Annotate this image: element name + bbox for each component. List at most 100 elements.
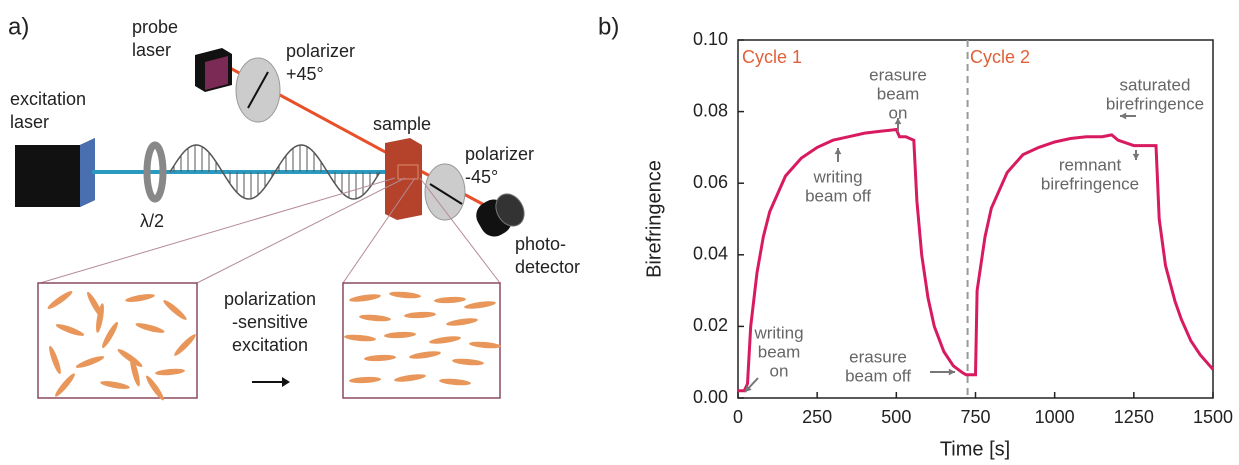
detector-lens [495, 193, 525, 227]
rod [464, 301, 496, 309]
annotation: on [889, 103, 908, 122]
sample-spot [397, 164, 419, 180]
rod [100, 381, 130, 389]
setup-labels: a) probe laser polarizer +45° excitation laser… [8, 13, 580, 354]
y-tick-label: 0.04 [693, 244, 728, 264]
rod [117, 349, 143, 367]
annotation-arrow-head [948, 368, 955, 376]
y-tick-label: 0.00 [693, 387, 728, 407]
rod [75, 356, 105, 368]
data-line [738, 127, 1215, 393]
annotation: beam off [845, 366, 911, 385]
annotation: writing [753, 323, 803, 342]
y-tick-label: 0.08 [693, 100, 728, 120]
setup-label: excitation [10, 89, 86, 109]
rod [155, 368, 185, 376]
setup-label: laser [132, 40, 171, 60]
inset-random [37, 282, 198, 399]
inset-link [342, 177, 416, 284]
cycle-label: Cycle 1 [742, 47, 802, 67]
setup-label: laser [10, 112, 49, 132]
x-tick-label: 1000 [1035, 407, 1075, 427]
inset-link [196, 177, 406, 284]
rod [394, 374, 426, 382]
rod [55, 324, 85, 336]
rod [359, 314, 391, 322]
setup-label: polarizer [286, 41, 355, 61]
excitation-laser-box [15, 138, 95, 207]
rod [429, 336, 461, 344]
rod [409, 351, 441, 359]
rod [439, 378, 471, 386]
annotation-arrow-head [1120, 112, 1127, 120]
polarizer-axis [429, 183, 463, 205]
rod [404, 311, 436, 319]
inset-link [39, 177, 396, 284]
annotation-arrow-head [745, 385, 752, 392]
setup-label: -45° [465, 167, 498, 187]
rod [55, 373, 75, 397]
setup-label: +45° [286, 64, 324, 84]
polarization-wave [169, 144, 381, 200]
x-tick-label: 500 [881, 407, 911, 427]
x-axis-label: Time [s] [940, 438, 1010, 460]
annotation: writing [812, 167, 862, 186]
rod [364, 354, 396, 362]
y-tick-label: 0.10 [693, 29, 728, 49]
polarizer-axis [247, 71, 269, 109]
annotation-arrow-head [834, 148, 842, 155]
waveplate [143, 141, 167, 203]
setup-label: polarizer [465, 144, 534, 164]
inset-link [419, 177, 501, 284]
x-tick-label: 250 [802, 407, 832, 427]
rod [135, 323, 165, 333]
annotation: erasure [869, 65, 927, 84]
panel-label: b) [598, 13, 619, 40]
setup-label: -sensitive [232, 312, 308, 332]
annotation: birefringence [1041, 174, 1139, 193]
rod [163, 300, 187, 320]
y-tick-label: 0.06 [693, 172, 728, 192]
rod [344, 334, 376, 342]
annotation: beam [877, 84, 920, 103]
setup-label: a) [8, 13, 29, 40]
setup-label: sample [373, 114, 431, 134]
polarizer-out [424, 163, 466, 221]
y-tick-label: 0.02 [693, 315, 728, 335]
rod [130, 357, 140, 387]
y-axis-label: Birefringence [643, 160, 665, 278]
annotation: beam [758, 342, 801, 361]
annotation-arrow-head [894, 118, 902, 125]
rod [384, 331, 416, 339]
setup-label: λ/2 [140, 211, 164, 231]
rod [452, 358, 484, 366]
process-arrow-head [282, 377, 290, 387]
rod [125, 294, 155, 302]
rod [146, 375, 164, 401]
setup-label: photo- [515, 234, 566, 254]
rod [389, 291, 421, 299]
annotation: erasure [849, 347, 907, 366]
setup-diagram [15, 48, 525, 401]
laser-face [80, 138, 95, 207]
annotation: remnant [1059, 155, 1122, 174]
wave-field [173, 145, 378, 199]
probe-face [205, 56, 228, 90]
rod [174, 334, 196, 356]
rod [102, 321, 118, 349]
chart: b) Time [s] Birefringence 0.00 0.02 0.04 0.… [598, 13, 1233, 460]
rod [96, 303, 104, 333]
annotation-arrow-head [1132, 153, 1140, 160]
annotation: birefringence [1106, 94, 1204, 113]
rod [446, 318, 478, 326]
annotation: saturated [1120, 75, 1191, 94]
rods [47, 291, 501, 401]
rod [47, 291, 73, 309]
rod [349, 294, 381, 302]
cycle-label: Cycle 2 [970, 47, 1030, 67]
setup-label: probe [132, 17, 178, 37]
x-tick-label: 1250 [1114, 407, 1154, 427]
annotation: on [770, 361, 789, 380]
setup-label: detector [515, 257, 580, 277]
